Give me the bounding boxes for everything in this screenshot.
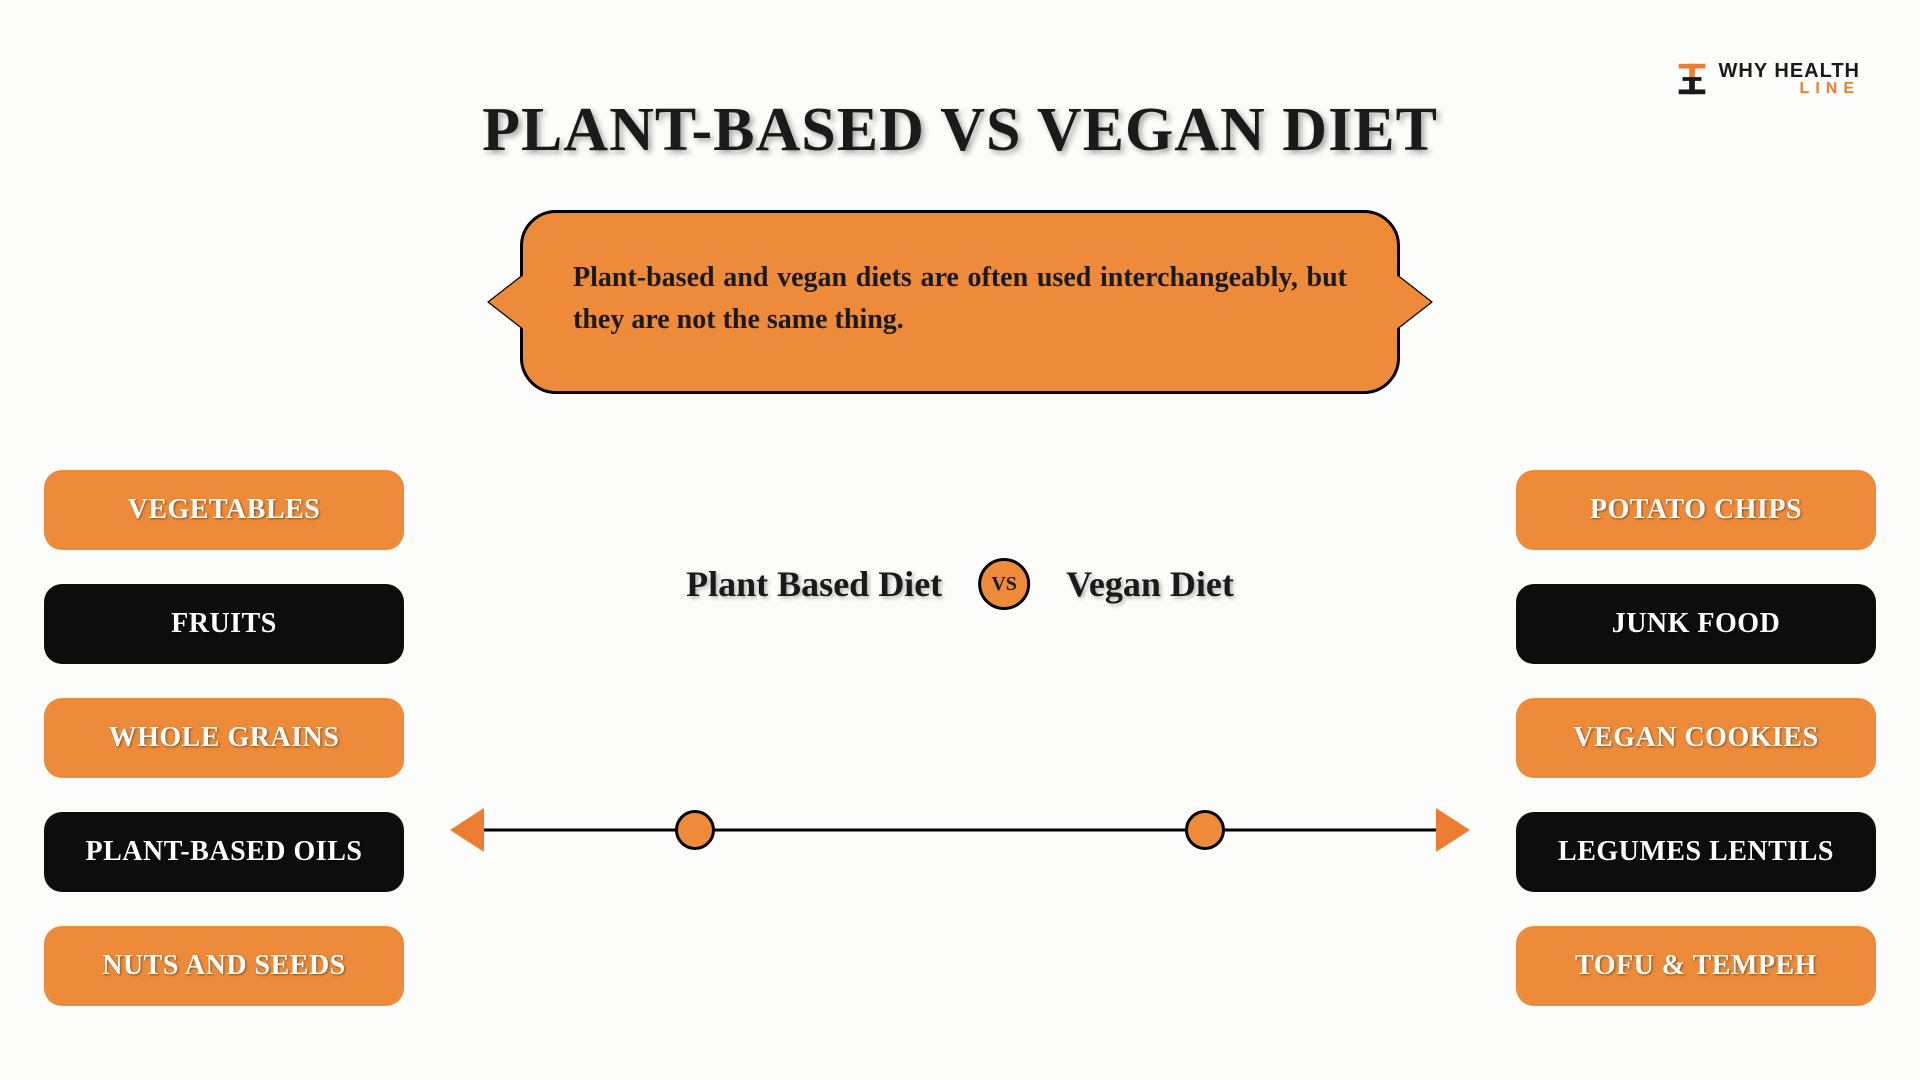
vs-right-label: Vegan Diet (1066, 563, 1234, 605)
spectrum-slider (450, 800, 1470, 860)
list-item: LEGUMES LENTILS (1516, 812, 1876, 892)
vs-left-label: Plant Based Diet (686, 563, 942, 605)
arrow-right-icon (1436, 808, 1470, 852)
logo-mark-icon (1673, 60, 1711, 98)
page-title: PLANT-BASED VS VEGAN DIET (482, 95, 1438, 166)
callout-container: Plant-based and vegan diets are often us… (520, 210, 1400, 394)
list-item: FRUITS (44, 584, 404, 664)
list-item: POTATO CHIPS (1516, 470, 1876, 550)
logo-text: WHY HEALTH LINE (1719, 61, 1860, 97)
arrow-left-icon (450, 808, 484, 852)
left-column: VEGETABLES FRUITS WHOLE GRAINS PLANT-BAS… (44, 470, 404, 1006)
slider-dot (675, 810, 715, 850)
vs-row: Plant Based Diet VS Vegan Diet (686, 558, 1234, 610)
list-item: WHOLE GRAINS (44, 698, 404, 778)
right-column: POTATO CHIPS JUNK FOOD VEGAN COOKIES LEG… (1516, 470, 1876, 1006)
list-item: PLANT-BASED OILS (44, 812, 404, 892)
logo-bottom-text: LINE (1719, 81, 1860, 97)
brand-logo: WHY HEALTH LINE (1673, 60, 1860, 98)
slider-track (478, 829, 1442, 832)
list-item: TOFU & TEMPEH (1516, 926, 1876, 1006)
vs-badge: VS (978, 558, 1030, 610)
list-item: JUNK FOOD (1516, 584, 1876, 664)
list-item: VEGETABLES (44, 470, 404, 550)
list-item: VEGAN COOKIES (1516, 698, 1876, 778)
logo-top-text: WHY HEALTH (1719, 61, 1860, 81)
callout-arrow-right-icon (1395, 274, 1431, 330)
callout-box: Plant-based and vegan diets are often us… (520, 210, 1400, 394)
list-item: NUTS AND SEEDS (44, 926, 404, 1006)
callout-text: Plant-based and vegan diets are often us… (573, 257, 1347, 341)
callout-arrow-left-icon (489, 274, 525, 330)
slider-dot (1185, 810, 1225, 850)
